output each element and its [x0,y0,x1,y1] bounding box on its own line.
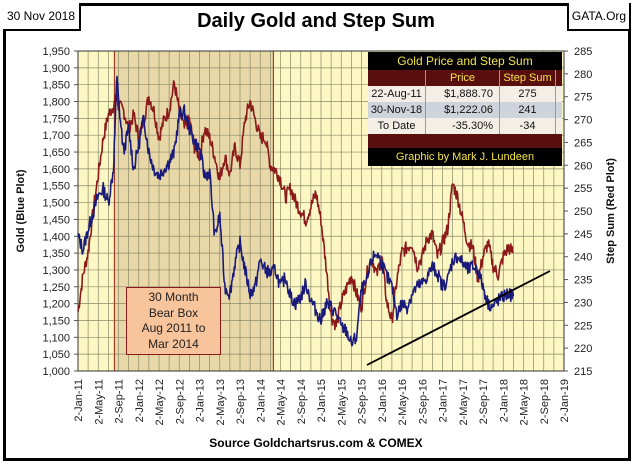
x-tick-label: 2-May-14 [276,379,288,425]
y-tick-label: 1,950 [42,46,70,58]
trendline [366,270,551,366]
y-axis-title: Gold (Blue Plot) [15,169,27,252]
x-tick-label: 2-Sep-18 [539,379,551,424]
legend-row: 22-Aug-11 $1,888.70 275 [368,86,562,102]
x-tick-label: 2-Sep-11 [114,379,126,423]
chart-title: Daily Gold and Step Sum [197,10,435,32]
legend-header-price: Price [426,70,500,86]
x-tick-label: 2-Jan-13 [195,379,207,422]
y2-tick-label: 235 [574,275,592,287]
x-tick-label: 2-May-11 [93,379,105,425]
x-tick-label: 2-Jan-15 [316,379,328,422]
x-tick-label: 2-Sep-15 [357,379,369,424]
x-tick-label: 2-Sep-14 [296,379,308,424]
y-tick-label: 1,650 [42,147,70,159]
x-tick-label: 2-Jan-16 [377,379,389,422]
y-tick-label: 1,600 [42,164,70,176]
x-tick-label: 2-Jan-11 [73,379,85,422]
step-sum-line [77,80,514,331]
legend-row-label: To Date [368,118,426,134]
y-tick-label: 1,700 [42,130,70,142]
y-tick-label: 1,100 [42,332,70,344]
legend-header-step: Step Sum [500,70,556,86]
legend-row-price: $1,888.70 [426,86,500,102]
y2-tick-label: 225 [574,320,592,332]
legend-row-price: $1,222.06 [426,102,500,118]
annotation-line: Mar 2014 [148,336,199,351]
legend-credit: Graphic by Mark J. Lundeen [395,151,535,163]
x-tick-label: 2-Jan-19 [559,379,571,422]
legend-row-label: 30-Nov-18 [368,102,426,118]
y-tick-label: 1,000 [42,366,70,378]
y-tick-label: 1,300 [42,265,70,277]
y2-tick-label: 265 [574,137,592,149]
legend-row-step: 241 [500,102,556,118]
x-tick-label: 2-May-17 [458,379,470,425]
y-tick-label: 1,550 [42,181,70,193]
legend-row-step: 275 [500,86,556,102]
org-label: GATA.Org [567,3,629,31]
y-tick-label: 1,850 [42,80,70,92]
y-tick-label: 1,400 [42,231,70,243]
x-tick-label: 2-Jan-14 [255,379,267,422]
y2-tick-label: 285 [574,46,592,58]
y-tick-label: 1,450 [42,214,70,226]
y-tick-label: 1,350 [42,248,70,260]
y2-tick-label: 255 [574,183,592,195]
y-tick-label: 1,050 [42,349,70,361]
y-tick-label: 1,800 [42,97,70,109]
x-tick-label: 2-May-15 [336,379,348,425]
y-tick-label: 1,150 [42,315,70,327]
x-tick-label: 2-Jan-12 [134,379,146,422]
y2-tick-label: 220 [574,343,592,355]
y2-tick-label: 230 [574,297,592,309]
legend-row-label: 22-Aug-11 [368,86,426,102]
x-tick-label: 2-Jan-18 [498,379,510,422]
legend-row: 30-Nov-18 $1,222.06 241 [368,102,562,118]
y2-tick-label: 280 [574,69,592,81]
gold-price-line [77,75,515,347]
legend-row-price: -35.30% [426,118,500,134]
x-tick-label: 2-May-12 [154,379,166,425]
legend-row: To Date -35.30% -34 [368,118,562,134]
y2-tick-label: 250 [574,206,592,218]
x-tick-label: 2-May-16 [397,379,409,425]
legend-title: Gold Price and Step Sum [397,54,533,68]
x-tick-label: 2-Jan-17 [438,379,450,422]
y-tick-label: 1,200 [42,299,70,311]
y-tick-label: 1,500 [42,198,70,210]
legend-table: Gold Price and Step Sum Price Step Sum 2… [368,52,562,166]
legend-header-row: Price Step Sum [368,70,562,86]
x-tick-label: 2-May-13 [215,379,227,425]
x-tick-label: 2-Sep-17 [478,379,490,424]
x-tick-label: 2-Sep-16 [417,379,429,424]
annotation-line: 30 Month [148,290,199,304]
y2-tick-label: 270 [574,115,592,127]
y2-tick-label: 215 [574,366,592,378]
annotation-line: Bear Box [148,305,199,320]
y2-tick-label: 240 [574,252,592,264]
x-tick-label: 2-Sep-12 [174,379,186,424]
y-tick-label: 1,750 [42,113,70,125]
annotation-line: Aug 2011 to [141,321,206,335]
y-tick-label: 1,900 [42,63,70,75]
bear-box-annotation: 30 Month Bear Box Aug 2011 to Mar 2014 [126,287,221,355]
legend-header-blank [368,70,426,86]
y2-tick-label: 245 [574,229,592,241]
source-label: Source Goldchartsrus.com & COMEX [209,436,423,450]
y2-axis-title: Step Sum (Red Plot) [605,158,617,264]
legend-spacer [368,134,562,148]
legend-row-step: -34 [500,118,556,134]
x-tick-label: 2-Sep-13 [235,379,247,424]
y2-tick-label: 260 [574,160,592,172]
x-tick-label: 2-May-18 [519,379,531,425]
y2-tick-label: 275 [574,92,592,104]
y-tick-label: 1,250 [42,282,70,294]
date-label: 30 Nov 2018 [3,3,81,31]
